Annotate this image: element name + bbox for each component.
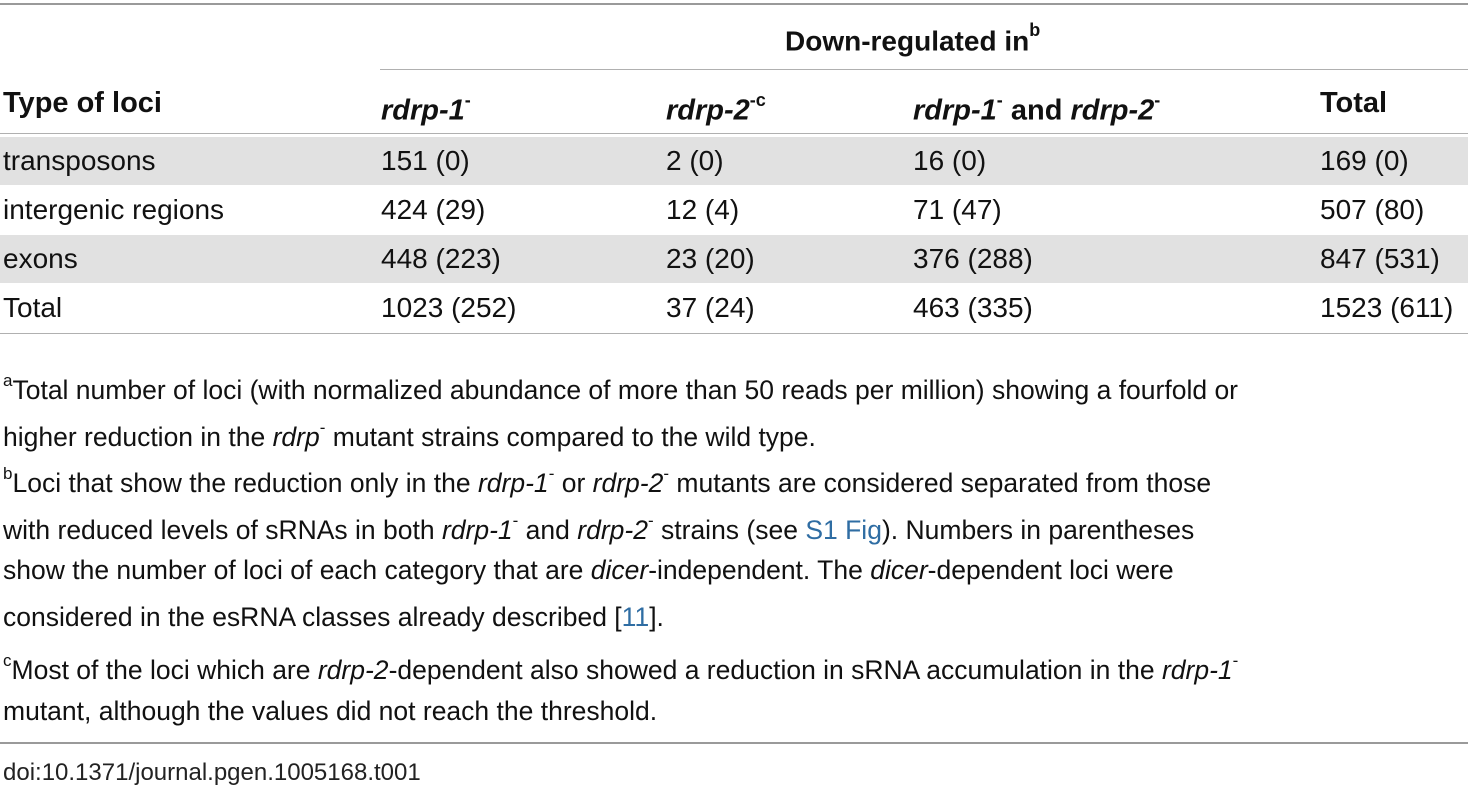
cell-type: intergenic regions xyxy=(3,194,225,225)
cell-both: 16 (0) xyxy=(913,145,987,176)
cell-rdrp-1: 1023 (252) xyxy=(381,292,517,323)
footnote-c-line-2: mutant, although the values did not reac… xyxy=(3,696,658,726)
doi-label: doi:10.1371/journal.pgen.1005168.t001 xyxy=(3,759,421,786)
column-group-rule xyxy=(380,69,1468,70)
cell-rdrp-2: 23 (20) xyxy=(666,243,755,274)
s1-fig-link[interactable]: S1 Fig xyxy=(805,514,882,545)
header-rule xyxy=(0,133,1468,134)
header-rdrp-1: rdrp-1- xyxy=(381,90,471,127)
reference-11-link[interactable]: 11 xyxy=(621,602,650,632)
cell-both: 376 (288) xyxy=(913,243,1033,274)
header-rdrp-2: rdrp-2-c xyxy=(666,90,766,127)
column-group-header: Down-regulated inb xyxy=(785,20,1041,57)
cell-rdrp-1: 151 (0) xyxy=(381,145,470,176)
footnote-c-line-1: cMost of the loci which are rdrp-2-depen… xyxy=(3,651,1239,685)
cell-rdrp-2: 2 (0) xyxy=(666,145,724,176)
table-row: exons 448 (223) 23 (20) 376 (288) 847 (5… xyxy=(0,235,1468,283)
footnote-a-line-2: higher reduction in the rdrp- mutant str… xyxy=(3,418,816,452)
cell-total: 847 (531) xyxy=(1320,243,1440,274)
cell-rdrp-2: 37 (24) xyxy=(666,292,755,323)
cell-both: 463 (335) xyxy=(913,292,1033,323)
cell-type: transposons xyxy=(3,145,156,176)
cell-total: 169 (0) xyxy=(1320,145,1409,176)
table-row: transposons 151 (0) 2 (0) 16 (0) 169 (0) xyxy=(0,137,1468,185)
footer-rule xyxy=(0,742,1468,744)
cell-type: Total xyxy=(3,292,63,323)
cell-total: 507 (80) xyxy=(1320,194,1425,225)
table-row: Total 1023 (252) 37 (24) 463 (335) 1523 … xyxy=(0,284,1468,332)
cell-type: exons xyxy=(3,243,78,274)
footnote-b-line-4: considered in the esRNA classes already … xyxy=(3,602,664,632)
cell-rdrp-1: 424 (29) xyxy=(381,194,486,225)
footnote-b-line-1: bLoci that show the reduction only in th… xyxy=(3,464,1212,498)
header-type-of-loci: Type of loci xyxy=(3,87,162,119)
header-rdrp-1-and-rdrp-2: rdrp-1- and rdrp-2- xyxy=(913,90,1161,127)
cell-rdrp-2: 12 (4) xyxy=(666,194,740,225)
cell-rdrp-1: 448 (223) xyxy=(381,243,501,274)
footnote-b-line-2: with reduced levels of sRNAs in both rdr… xyxy=(3,511,1195,545)
footnote-a-line-1: aTotal number of loci (with normalized a… xyxy=(3,371,1239,405)
header-total: Total xyxy=(1320,87,1388,119)
footnote-b-line-3: show the number of loci of each category… xyxy=(3,555,1174,585)
table-bottom-rule xyxy=(0,333,1468,334)
table-row: intergenic regions 424 (29) 12 (4) 71 (4… xyxy=(0,186,1468,234)
cell-both: 71 (47) xyxy=(913,194,1002,225)
table-top-rule xyxy=(0,3,1468,5)
cell-total: 1523 (611) xyxy=(1320,292,1454,323)
